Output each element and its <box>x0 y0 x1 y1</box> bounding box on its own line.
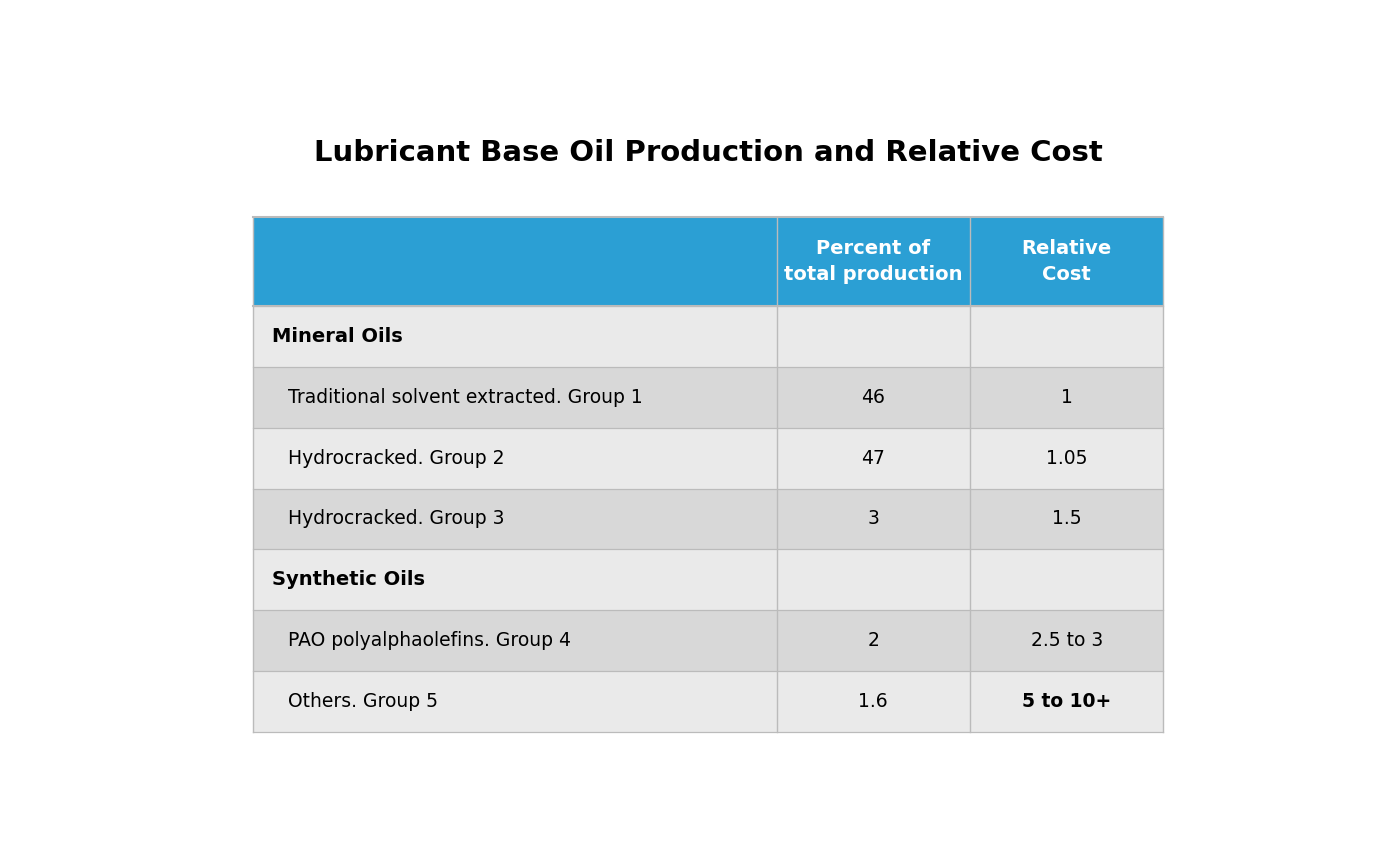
FancyBboxPatch shape <box>253 217 777 306</box>
FancyBboxPatch shape <box>777 549 970 610</box>
Text: Others. Group 5: Others. Group 5 <box>289 691 438 710</box>
FancyBboxPatch shape <box>970 217 1164 306</box>
Text: 1: 1 <box>1061 387 1072 406</box>
FancyBboxPatch shape <box>777 671 970 732</box>
Text: 1.6: 1.6 <box>858 691 889 710</box>
FancyBboxPatch shape <box>777 217 970 306</box>
FancyBboxPatch shape <box>970 610 1164 671</box>
FancyBboxPatch shape <box>970 306 1164 367</box>
Text: Synthetic Oils: Synthetic Oils <box>272 570 426 589</box>
FancyBboxPatch shape <box>777 306 970 367</box>
FancyBboxPatch shape <box>253 428 777 488</box>
FancyBboxPatch shape <box>253 610 777 671</box>
FancyBboxPatch shape <box>253 488 777 549</box>
Text: PAO polyalphaolefins. Group 4: PAO polyalphaolefins. Group 4 <box>289 631 571 650</box>
FancyBboxPatch shape <box>253 306 777 367</box>
FancyBboxPatch shape <box>970 549 1164 610</box>
FancyBboxPatch shape <box>253 367 777 428</box>
Text: 2: 2 <box>868 631 879 650</box>
Text: Relative
Cost: Relative Cost <box>1021 239 1113 284</box>
FancyBboxPatch shape <box>970 488 1164 549</box>
FancyBboxPatch shape <box>253 671 777 732</box>
Text: 2.5 to 3: 2.5 to 3 <box>1031 631 1103 650</box>
FancyBboxPatch shape <box>777 367 970 428</box>
Text: Hydrocracked. Group 2: Hydrocracked. Group 2 <box>289 449 504 468</box>
FancyBboxPatch shape <box>253 549 777 610</box>
FancyBboxPatch shape <box>777 428 970 488</box>
Text: 1.5: 1.5 <box>1052 509 1082 528</box>
Text: Mineral Oils: Mineral Oils <box>272 327 404 346</box>
FancyBboxPatch shape <box>970 428 1164 488</box>
Text: Hydrocracked. Group 3: Hydrocracked. Group 3 <box>289 509 504 528</box>
Text: 47: 47 <box>861 449 886 468</box>
FancyBboxPatch shape <box>970 671 1164 732</box>
FancyBboxPatch shape <box>777 488 970 549</box>
FancyBboxPatch shape <box>777 610 970 671</box>
FancyBboxPatch shape <box>970 367 1164 428</box>
Text: 3: 3 <box>868 509 879 528</box>
Text: Percent of
total production: Percent of total production <box>784 239 962 284</box>
Text: 5 to 10+: 5 to 10+ <box>1023 691 1111 710</box>
Text: Traditional solvent extracted. Group 1: Traditional solvent extracted. Group 1 <box>289 387 643 406</box>
Text: Lubricant Base Oil Production and Relative Cost: Lubricant Base Oil Production and Relati… <box>314 140 1103 167</box>
Text: 1.05: 1.05 <box>1046 449 1088 468</box>
Text: 46: 46 <box>861 387 886 406</box>
